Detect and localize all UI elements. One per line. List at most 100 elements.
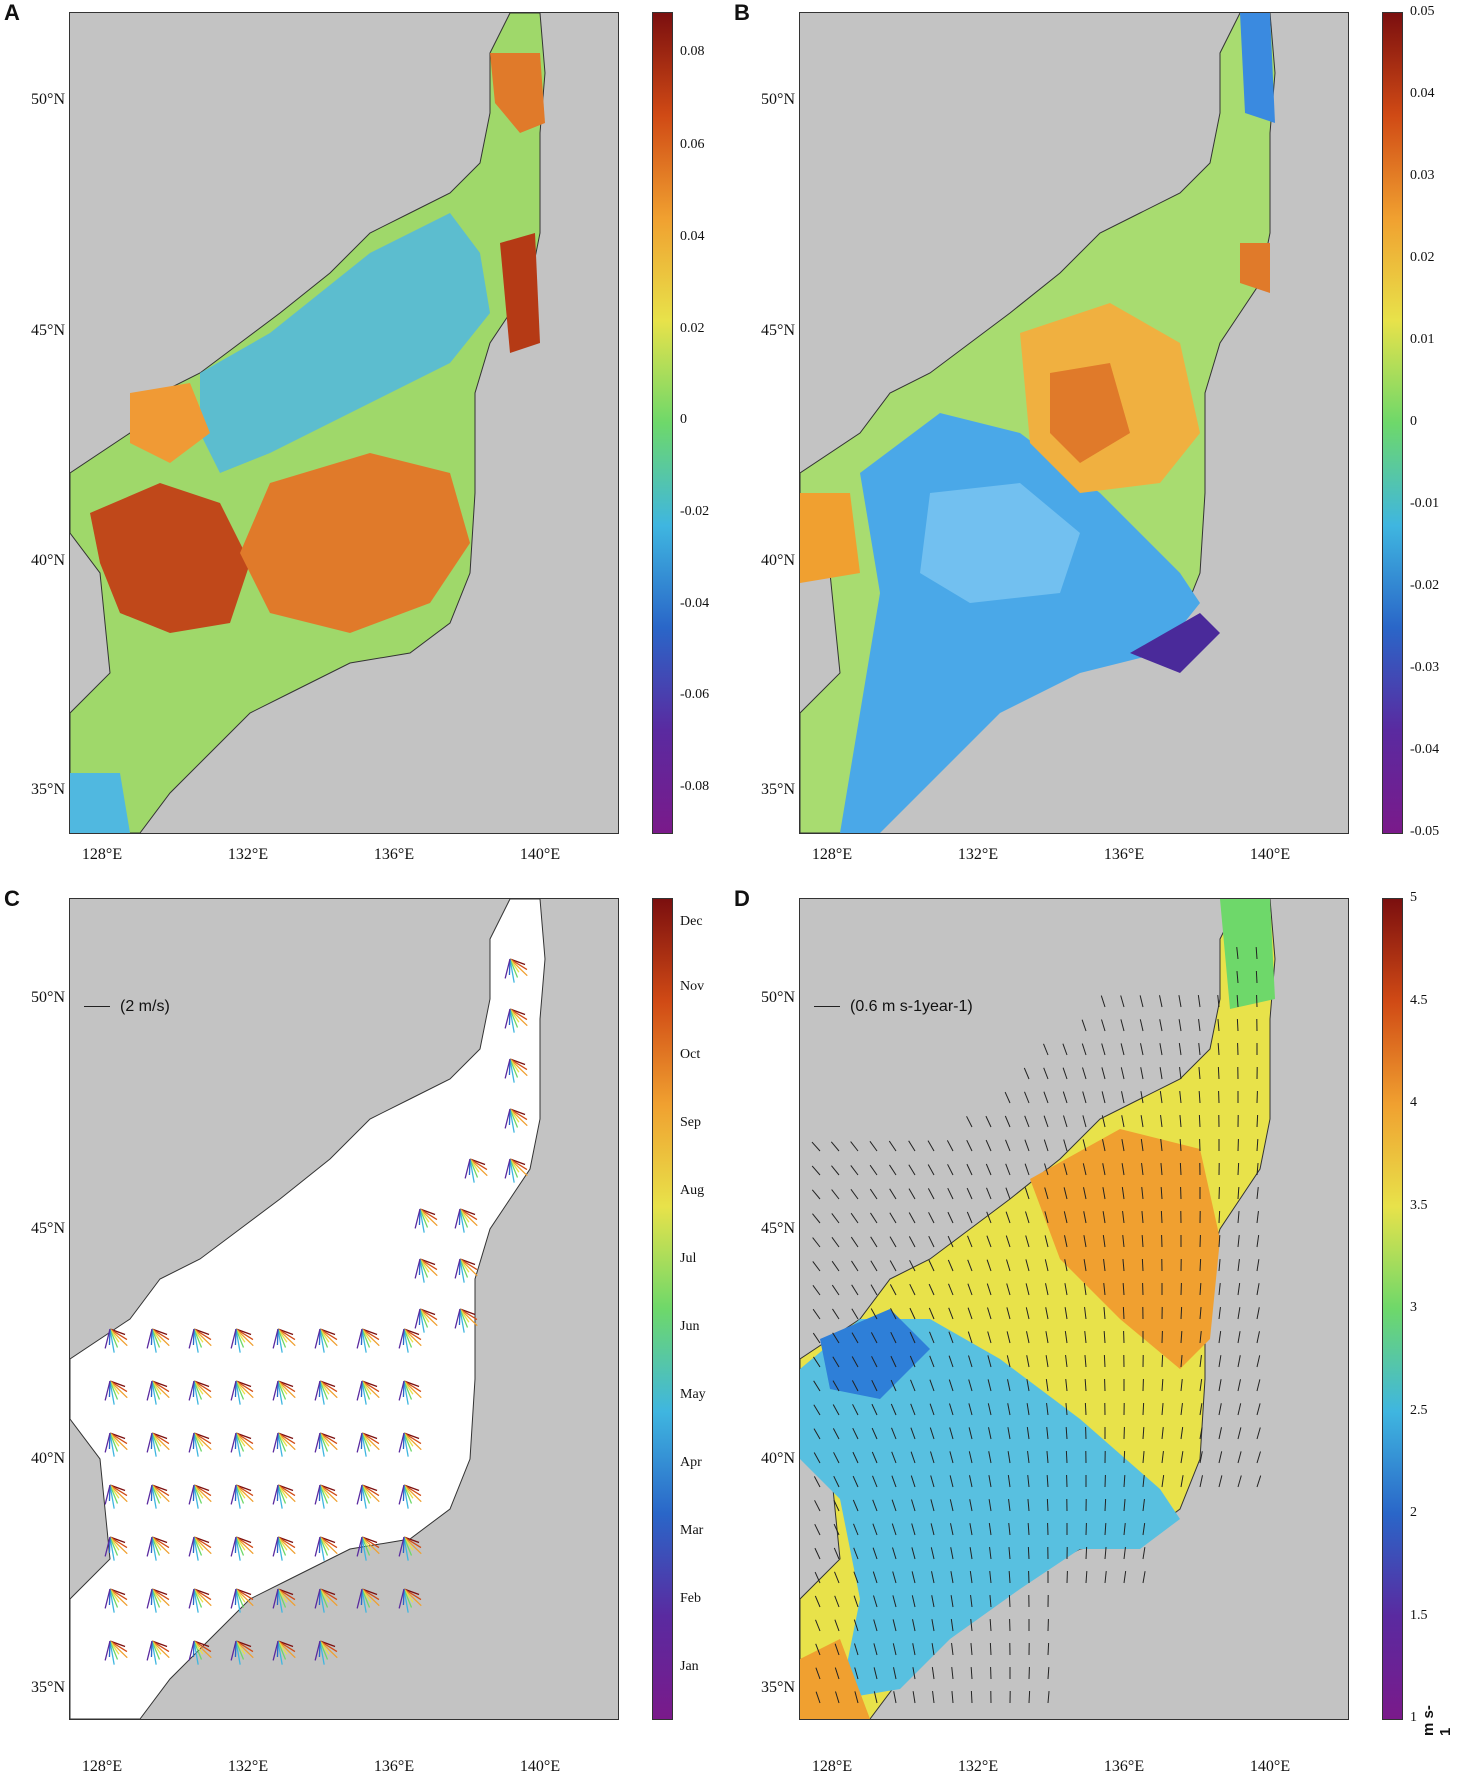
trend-arrow [1238,1331,1240,1343]
trend-arrow [909,1236,915,1247]
trend-arrow [1237,1019,1238,1031]
colorbar-tick: Nov [680,979,704,995]
colorbar-tick: -0.04 [1410,742,1439,758]
trend-arrow [1257,1283,1259,1295]
panel-letter: C [4,886,20,912]
trend-arrow [967,1116,972,1127]
trend-arrow [1238,1427,1241,1439]
trend-arrow [909,1213,915,1223]
trend-arrow [1257,1379,1260,1391]
trend-arrow [1102,1067,1105,1079]
trend-arrow [1104,1355,1105,1367]
colorbar-tick: -0.01 [1410,496,1439,512]
colorbar-tick: -0.08 [680,779,709,795]
colorbar-tick: 1.5 [1410,1608,1428,1624]
lat-label: 35°N [31,1679,65,1697]
trend-arrow [1160,1067,1162,1079]
trend-arrow [1219,1427,1221,1439]
trend-arrow [1257,1211,1258,1223]
lon-label: 136°E [374,1758,414,1776]
trend-arrow [1257,1115,1258,1127]
trend-arrow [832,1309,839,1319]
lon-label: 132°E [958,846,998,864]
trend-arrow [1102,1043,1105,1055]
lat-label: 35°N [761,1679,795,1697]
trend-arrow [971,1691,972,1703]
lat-label: 40°N [31,1450,65,1468]
trend-arrow [933,1691,934,1703]
trend-arrow [1082,1068,1086,1079]
panel-d: D (0.6 m s-1year-1) 5 4.5 4 3.5 3 2.5 2 … [730,886,1459,1772]
colorbar-tick: 0.06 [680,137,705,153]
trend-arrow [1257,1355,1260,1367]
colorbar-tick: 0.04 [1410,86,1435,102]
trend-arrow [1006,1140,1010,1151]
trend-arrow [1143,1547,1145,1559]
colorbar-tick: Aug [680,1183,704,1199]
trend-arrow [1025,1092,1029,1103]
scale-label: (0.6 m s-1year-1) [850,998,973,1015]
scale-bar [814,1006,840,1007]
trend-arrow [1238,1307,1240,1319]
panel-b: B 0.05 0.04 0.03 0.02 0.01 0 -0.01 -0.02… [730,0,1459,886]
trend-arrow [909,1141,915,1151]
trend-arrow [1219,1379,1221,1391]
trend-arrow [890,1189,896,1199]
trend-arrow [1257,1452,1261,1463]
trend-arrow [1162,1355,1163,1367]
trend-arrow [1238,1163,1239,1175]
trend-arrow [871,1261,877,1271]
trend-arrow [1179,1043,1181,1055]
colorbar-tick: Sep [680,1115,701,1131]
trend-arrow [1160,995,1162,1007]
colorbar-tick: Feb [680,1591,701,1607]
trend-arrow [1257,1235,1259,1247]
colorbar-tick: 4 [1410,1095,1417,1111]
trend-arrow [832,1237,839,1247]
trend-arrow [815,1500,820,1511]
colorbar-tick: -0.02 [680,504,709,520]
trend-arrow [1025,1140,1029,1151]
colorbar-tick: May [680,1387,706,1403]
map-graphic [800,13,1348,833]
trend-arrow [987,1188,991,1199]
scale-reference: (0.6 m s-1year-1) [814,998,973,1016]
trend-arrow [928,1165,934,1175]
trend-arrow [871,1285,877,1295]
trend-arrow [1044,1044,1048,1055]
trend-arrow [1199,1019,1200,1031]
trend-arrow [1024,1068,1029,1079]
trend-arrow [851,1142,858,1151]
trend-arrow [1044,1116,1048,1127]
lat-label: 45°N [761,1220,795,1238]
trend-arrow [812,1142,820,1151]
trend-arrow [1005,1092,1010,1103]
lat-label: 40°N [761,552,795,570]
trend-arrow [1219,1283,1220,1295]
trend-arrow [1083,1091,1086,1103]
trend-arrow [928,1141,934,1151]
lon-label: 140°E [1250,846,1290,864]
lon-label: 132°E [228,846,268,864]
colorbar-tick: 0.02 [1410,250,1435,266]
trend-arrow [1199,1115,1200,1127]
trend-arrow [1180,1067,1181,1079]
colorbar-tick: -0.05 [1410,824,1439,840]
lon-label: 128°E [82,1758,122,1776]
colorbar-tick: 3.5 [1410,1198,1428,1214]
trend-arrow [1219,1211,1220,1223]
trend-arrow [1238,1235,1239,1247]
trend-arrow [1238,1355,1240,1367]
lon-label: 136°E [374,846,414,864]
trend-arrow [967,1188,972,1199]
colorbar-tick: Apr [680,1455,702,1471]
trend-arrow [1218,995,1219,1007]
trend-arrow [952,1691,953,1703]
colorbar-tick: Jun [680,1319,699,1335]
trend-arrow [1143,1571,1145,1583]
trend-arrow [928,1188,934,1199]
trend-arrow [1006,1164,1010,1175]
trend-arrow [1200,1475,1202,1487]
trend-arrow [990,1619,991,1631]
trend-arrow [971,1667,972,1679]
